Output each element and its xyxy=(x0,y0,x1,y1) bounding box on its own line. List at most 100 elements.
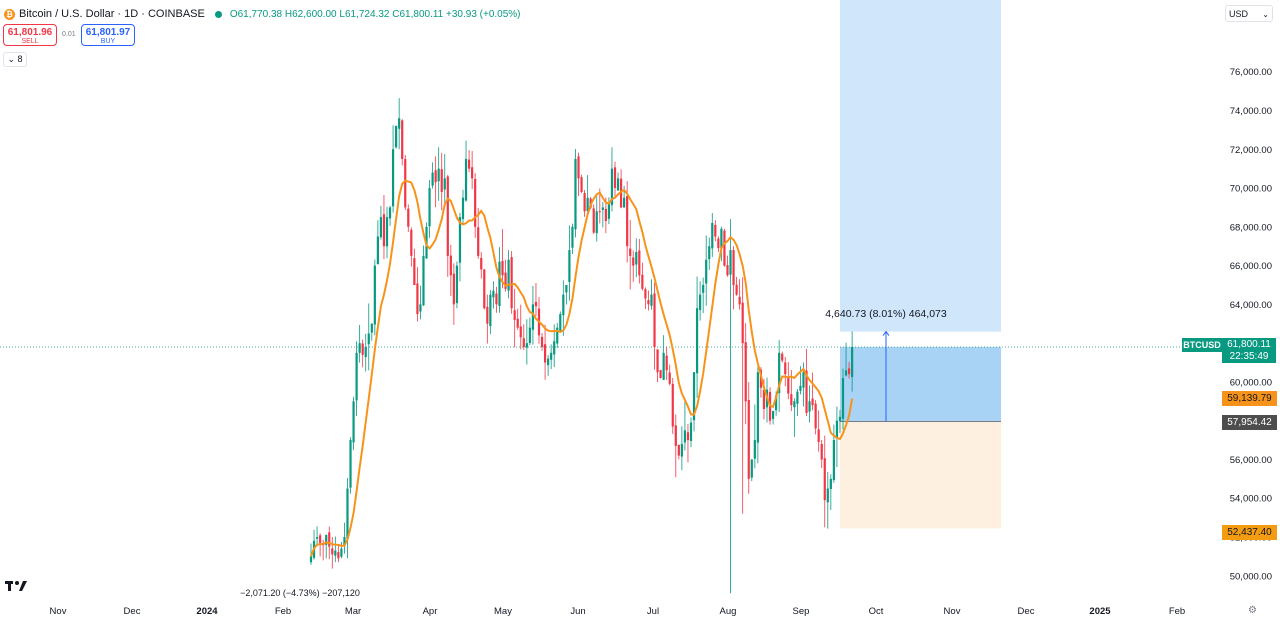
y-tick-label: 66,000.00 xyxy=(1230,261,1272,272)
candle-body xyxy=(565,284,568,293)
candle-body xyxy=(571,226,574,248)
candle-body xyxy=(547,358,550,366)
candle-body xyxy=(407,208,410,227)
candle-body xyxy=(683,430,687,443)
candle-body xyxy=(483,269,486,309)
candle-body xyxy=(771,410,775,419)
candle-body xyxy=(528,327,531,343)
bitcoin-icon: ₿ xyxy=(4,8,15,20)
buy-label: BUY xyxy=(100,38,116,45)
tradingview-logo-icon[interactable] xyxy=(5,579,27,593)
target-zone xyxy=(840,0,1001,332)
candle-body xyxy=(823,458,826,501)
candle-body xyxy=(692,372,696,421)
candle-body xyxy=(550,352,553,360)
candle-body xyxy=(799,385,802,391)
sell-label: SELL xyxy=(21,38,39,45)
indicators-toggle-button[interactable]: ⌄ 8 xyxy=(3,52,27,67)
measure-down-label: −2,071.20 (−4.73%) −207,120 xyxy=(240,588,360,598)
x-tick-label: Sep xyxy=(793,606,810,617)
candle-body xyxy=(817,429,820,443)
candle-body xyxy=(616,178,620,191)
candle-body xyxy=(699,294,702,310)
candle-body xyxy=(851,347,854,377)
candle-body xyxy=(826,488,829,503)
candle-body xyxy=(492,290,495,298)
symbol-title[interactable]: Bitcoin / U.S. Dollar · 1D · COINBASE xyxy=(19,8,205,20)
candle-body xyxy=(328,532,331,547)
candle-body xyxy=(632,257,635,266)
candle-body xyxy=(778,352,781,394)
x-tick-label: May xyxy=(494,606,512,617)
candle-body xyxy=(595,211,598,234)
candle-body xyxy=(477,227,480,256)
currency-value: USD xyxy=(1229,9,1249,19)
candle-body xyxy=(334,550,337,556)
candle-body xyxy=(337,552,340,559)
candle-body xyxy=(689,422,693,441)
candle-body xyxy=(486,306,489,324)
candle-body xyxy=(319,535,322,543)
candle-body xyxy=(592,208,595,233)
candle-body xyxy=(650,294,653,306)
buy-price: 61,801.97 xyxy=(85,27,131,38)
currency-select[interactable]: USD ⌄ xyxy=(1225,5,1273,22)
gear-icon[interactable]: ⚙ xyxy=(1248,605,1257,616)
candle-body xyxy=(623,197,626,208)
measure-up-label: 4,640.73 (8.01%) 464,073 xyxy=(825,308,947,320)
candle-body xyxy=(543,344,547,363)
candle-body xyxy=(626,196,629,247)
y-tick-label: 68,000.00 xyxy=(1230,222,1272,233)
candle-body xyxy=(495,293,498,305)
candle-body xyxy=(446,176,449,256)
candle-body xyxy=(501,260,504,276)
candle-body xyxy=(787,377,790,394)
candle-body xyxy=(455,265,459,304)
y-tick-label: 54,000.00 xyxy=(1230,494,1272,505)
ohlc-values: O61,770.38 H62,600.00 L61,724.32 C61,800… xyxy=(229,8,521,20)
candle-body xyxy=(613,167,617,189)
candle-body xyxy=(559,314,562,331)
low-value: 61,724.32 xyxy=(344,8,390,20)
candle-body xyxy=(662,352,665,380)
candle-body xyxy=(586,197,589,212)
y-tick-label: 76,000.00 xyxy=(1230,67,1272,78)
candle-body xyxy=(574,158,577,230)
candle-body xyxy=(686,432,690,441)
candle-body xyxy=(458,217,462,263)
candle-body xyxy=(838,416,842,422)
candle-body xyxy=(556,327,559,344)
candle-body xyxy=(820,444,823,460)
stop-zone xyxy=(840,421,1001,529)
x-tick-label: 2024 xyxy=(196,606,218,617)
market-open-icon xyxy=(214,10,222,18)
candle-body xyxy=(510,257,513,309)
candle-body xyxy=(540,336,544,348)
candle-body xyxy=(647,300,650,305)
candle-body xyxy=(443,178,446,190)
candle-body xyxy=(480,257,483,270)
sell-button[interactable]: 61,801.96 SELL xyxy=(3,24,57,46)
sell-price: 61,801.96 xyxy=(7,27,53,38)
candle-body xyxy=(674,425,677,446)
candle-body xyxy=(665,355,668,371)
candle-body xyxy=(413,258,416,285)
close-value: 61,800.11 xyxy=(399,8,444,20)
candle-body xyxy=(531,304,535,330)
candle-body xyxy=(832,440,835,481)
candle-body xyxy=(735,284,738,295)
candle-body xyxy=(629,248,632,256)
candle-body xyxy=(376,236,379,265)
candle-body xyxy=(385,217,389,247)
chevron-down-icon: ⌄ xyxy=(7,54,15,64)
candle-body xyxy=(708,246,711,260)
buy-button[interactable]: 61,801.97 BUY xyxy=(81,24,135,46)
x-tick-label: Jun xyxy=(570,606,585,617)
last-price-label: 61,800.11 22:35:49 xyxy=(1222,338,1276,363)
candle-body xyxy=(309,556,313,563)
candle-body xyxy=(464,158,468,201)
candle-body xyxy=(355,352,358,401)
candle-body xyxy=(811,398,814,406)
